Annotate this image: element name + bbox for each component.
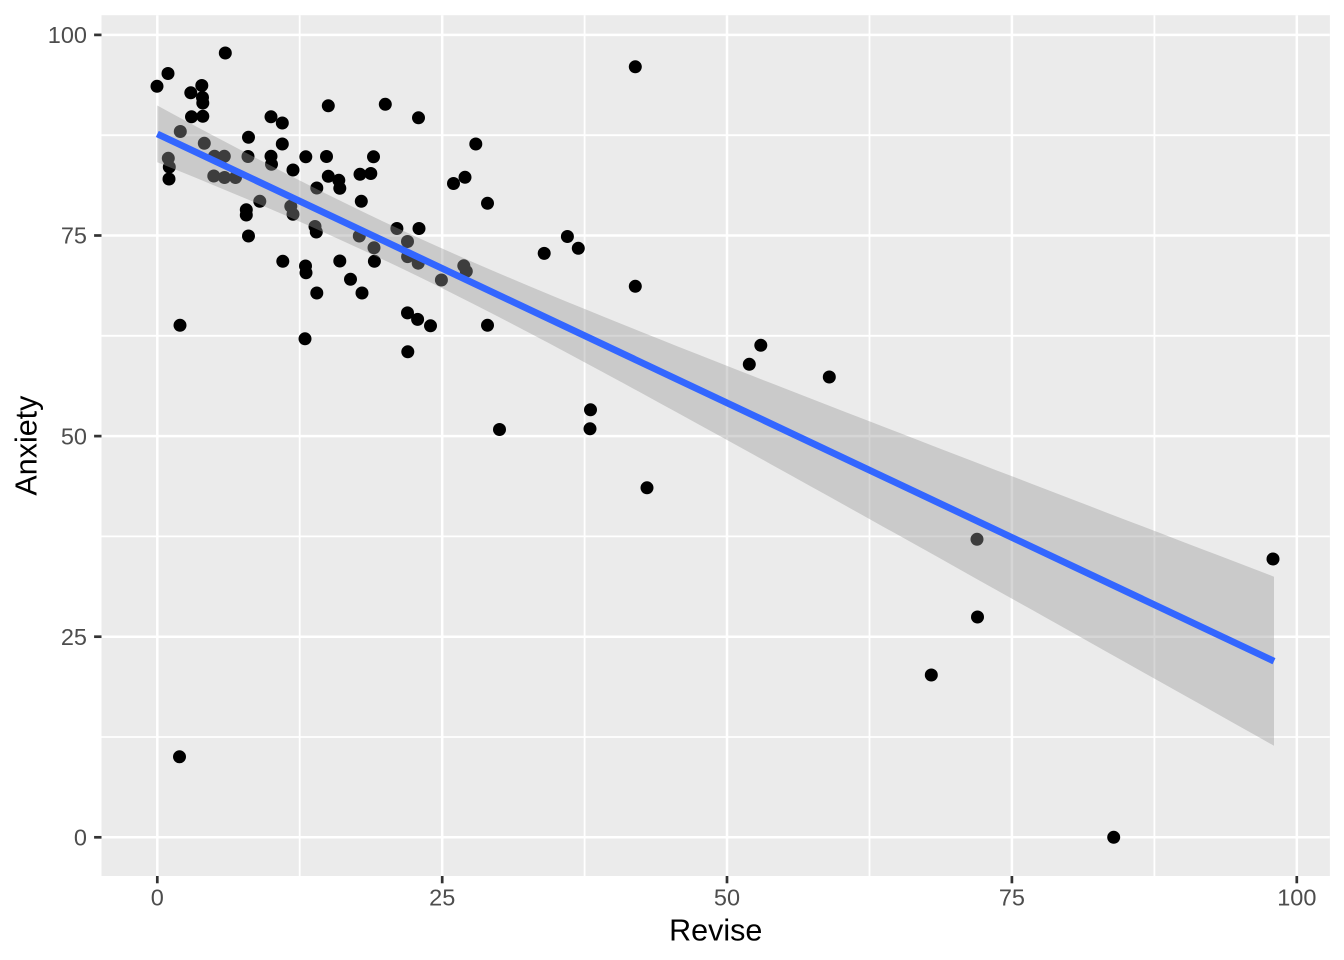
svg-text:100: 100 bbox=[1277, 885, 1316, 911]
svg-text:75: 75 bbox=[999, 885, 1025, 911]
svg-text:0: 0 bbox=[151, 885, 164, 911]
svg-text:75: 75 bbox=[61, 223, 87, 249]
svg-text:50: 50 bbox=[61, 423, 87, 449]
svg-text:50: 50 bbox=[714, 885, 740, 911]
svg-text:Anxiety: Anxiety bbox=[10, 395, 44, 496]
svg-text:100: 100 bbox=[48, 22, 87, 48]
svg-text:Revise: Revise bbox=[669, 914, 762, 948]
svg-text:25: 25 bbox=[429, 885, 455, 911]
svg-text:25: 25 bbox=[61, 624, 87, 650]
svg-text:0: 0 bbox=[74, 825, 87, 851]
